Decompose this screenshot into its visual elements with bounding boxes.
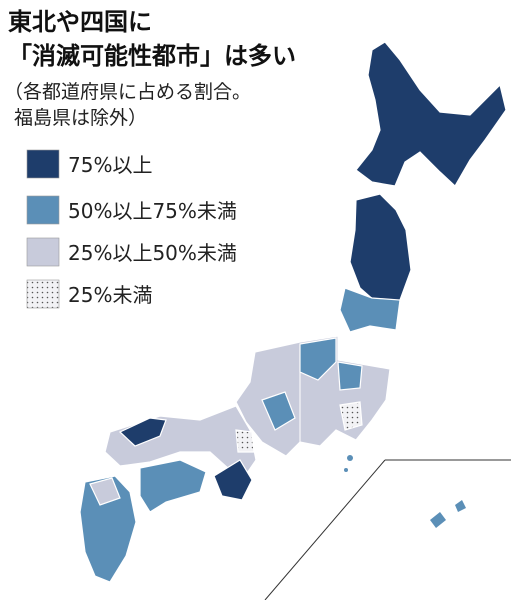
subtitle-line: （各都道府県に占める割合。	[4, 81, 251, 103]
kanto-metro	[339, 401, 363, 431]
subtitle-line: 福島県は除外）	[14, 107, 147, 129]
japan-map	[79, 41, 511, 600]
gunma-part	[337, 361, 363, 391]
island	[347, 455, 353, 461]
shikoku	[139, 459, 207, 513]
sanin	[118, 417, 167, 447]
wakayama	[213, 459, 253, 501]
legend-swatch	[26, 149, 60, 179]
legend-label: 50%以上75%未満	[68, 199, 237, 223]
hokkaido	[355, 41, 507, 187]
legend: 75%以上 50%以上75%未満 25%以上50%未満 25%未満	[26, 149, 237, 309]
kyushu-north	[89, 477, 121, 506]
legend-label: 25%未満	[68, 283, 152, 307]
legend-label: 25%以上50%未満	[68, 241, 237, 265]
inset-line	[264, 459, 386, 600]
legend-label: 75%以上	[68, 153, 152, 177]
legend-swatch	[26, 279, 60, 309]
title-line: 「消滅可能性都市」は多い	[8, 42, 296, 70]
island	[344, 468, 348, 472]
title-line: 東北や四国に	[8, 8, 152, 36]
kyushu	[79, 475, 137, 583]
kinki-metro	[235, 429, 255, 453]
legend-swatch	[26, 237, 60, 267]
niigata-part	[299, 337, 337, 381]
chubu-part	[261, 391, 296, 431]
okinawa	[430, 512, 446, 528]
legend-swatch	[26, 195, 60, 225]
tohoku-south	[339, 287, 401, 333]
okinawa-island	[455, 500, 466, 512]
